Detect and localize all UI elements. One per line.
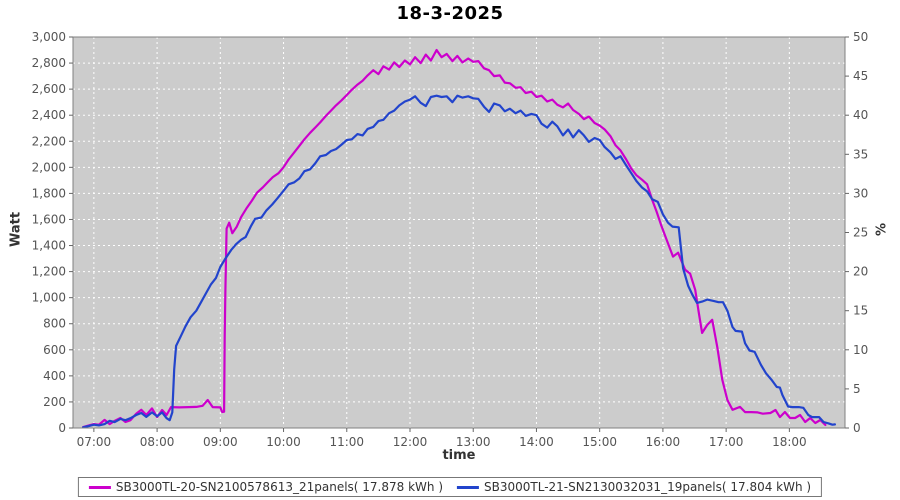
y-right-tick-label: 0	[853, 421, 861, 435]
y-left-tick-label: 2,200	[32, 134, 66, 148]
legend-label-inverter-21: SB3000TL-21-SN2130032031_19panels( 17.80…	[484, 480, 812, 494]
y-left-tick-label: 600	[43, 343, 66, 357]
x-tick-label: 12:00	[393, 435, 428, 449]
x-tick-label: 18:00	[772, 435, 807, 449]
y-right-tick-label: 20	[853, 265, 868, 279]
series-line-0	[81, 48, 827, 429]
y-left-tick-label: 400	[43, 369, 66, 383]
chart-canvas: 02004006008001,0001,2001,4001,6001,8002,…	[32, 30, 869, 449]
y-left-tick-label: 3,000	[32, 30, 66, 44]
y-right-tick-label: 30	[853, 186, 868, 200]
y-left-tick-label: 800	[43, 317, 66, 331]
x-tick-label: 16:00	[646, 435, 681, 449]
y-right-tick-label: 45	[853, 69, 868, 83]
y-axis-title-watt: Watt	[8, 211, 24, 248]
y-left-tick-label: 200	[43, 395, 66, 409]
chart-legend: SB3000TL-20-SN2100578613_21panels( 17.87…	[77, 477, 823, 497]
x-tick-label: 07:00	[77, 435, 112, 449]
y-right-tick-label: 25	[853, 226, 868, 240]
y-right-tick-label: 40	[853, 108, 868, 122]
series-line-1	[81, 94, 837, 429]
y-left-tick-label: 1,200	[32, 265, 66, 279]
x-axis-title-time: time	[442, 448, 476, 463]
chart-title: 18-3-2025	[396, 3, 504, 24]
x-tick-label: 14:00	[519, 435, 554, 449]
y-left-tick-label: 2,800	[32, 56, 66, 70]
y-left-tick-label: 2,400	[32, 108, 66, 122]
legend-line-sample-blue	[457, 485, 479, 489]
y-left-tick-label: 1,600	[32, 212, 66, 226]
y-left-tick-label: 2,000	[32, 160, 66, 174]
legend-item-inverter-20: SB3000TL-20-SN2100578613_21panels( 17.87…	[88, 480, 443, 494]
y-left-tick-label: 1,800	[32, 186, 66, 200]
x-tick-label: 17:00	[709, 435, 744, 449]
plot-area	[73, 37, 845, 428]
y-left-tick-label: 2,600	[32, 82, 66, 96]
y-right-tick-label: 15	[853, 304, 868, 318]
y-right-tick-label: 5	[853, 382, 861, 396]
y-left-tick-label: 1,000	[32, 291, 66, 305]
x-tick-label: 08:00	[140, 435, 175, 449]
x-tick-label: 09:00	[203, 435, 238, 449]
y-right-tick-label: 50	[853, 30, 868, 44]
y-left-tick-label: 0	[58, 421, 66, 435]
y-right-tick-label: 35	[853, 147, 868, 161]
x-tick-label: 10:00	[266, 435, 301, 449]
x-tick-label: 13:00	[456, 435, 491, 449]
y-right-tick-label: 10	[853, 343, 868, 357]
x-tick-label: 11:00	[329, 435, 364, 449]
legend-line-sample-magenta	[88, 485, 111, 489]
legend-item-inverter-21: SB3000TL-21-SN2130032031_19panels( 17.80…	[457, 480, 811, 494]
y-axis-title-percent: %	[874, 222, 890, 237]
legend-label-inverter-20: SB3000TL-20-SN2100578613_21panels( 17.87…	[115, 480, 443, 494]
y-left-tick-label: 1,400	[32, 239, 66, 253]
x-tick-label: 15:00	[582, 435, 617, 449]
